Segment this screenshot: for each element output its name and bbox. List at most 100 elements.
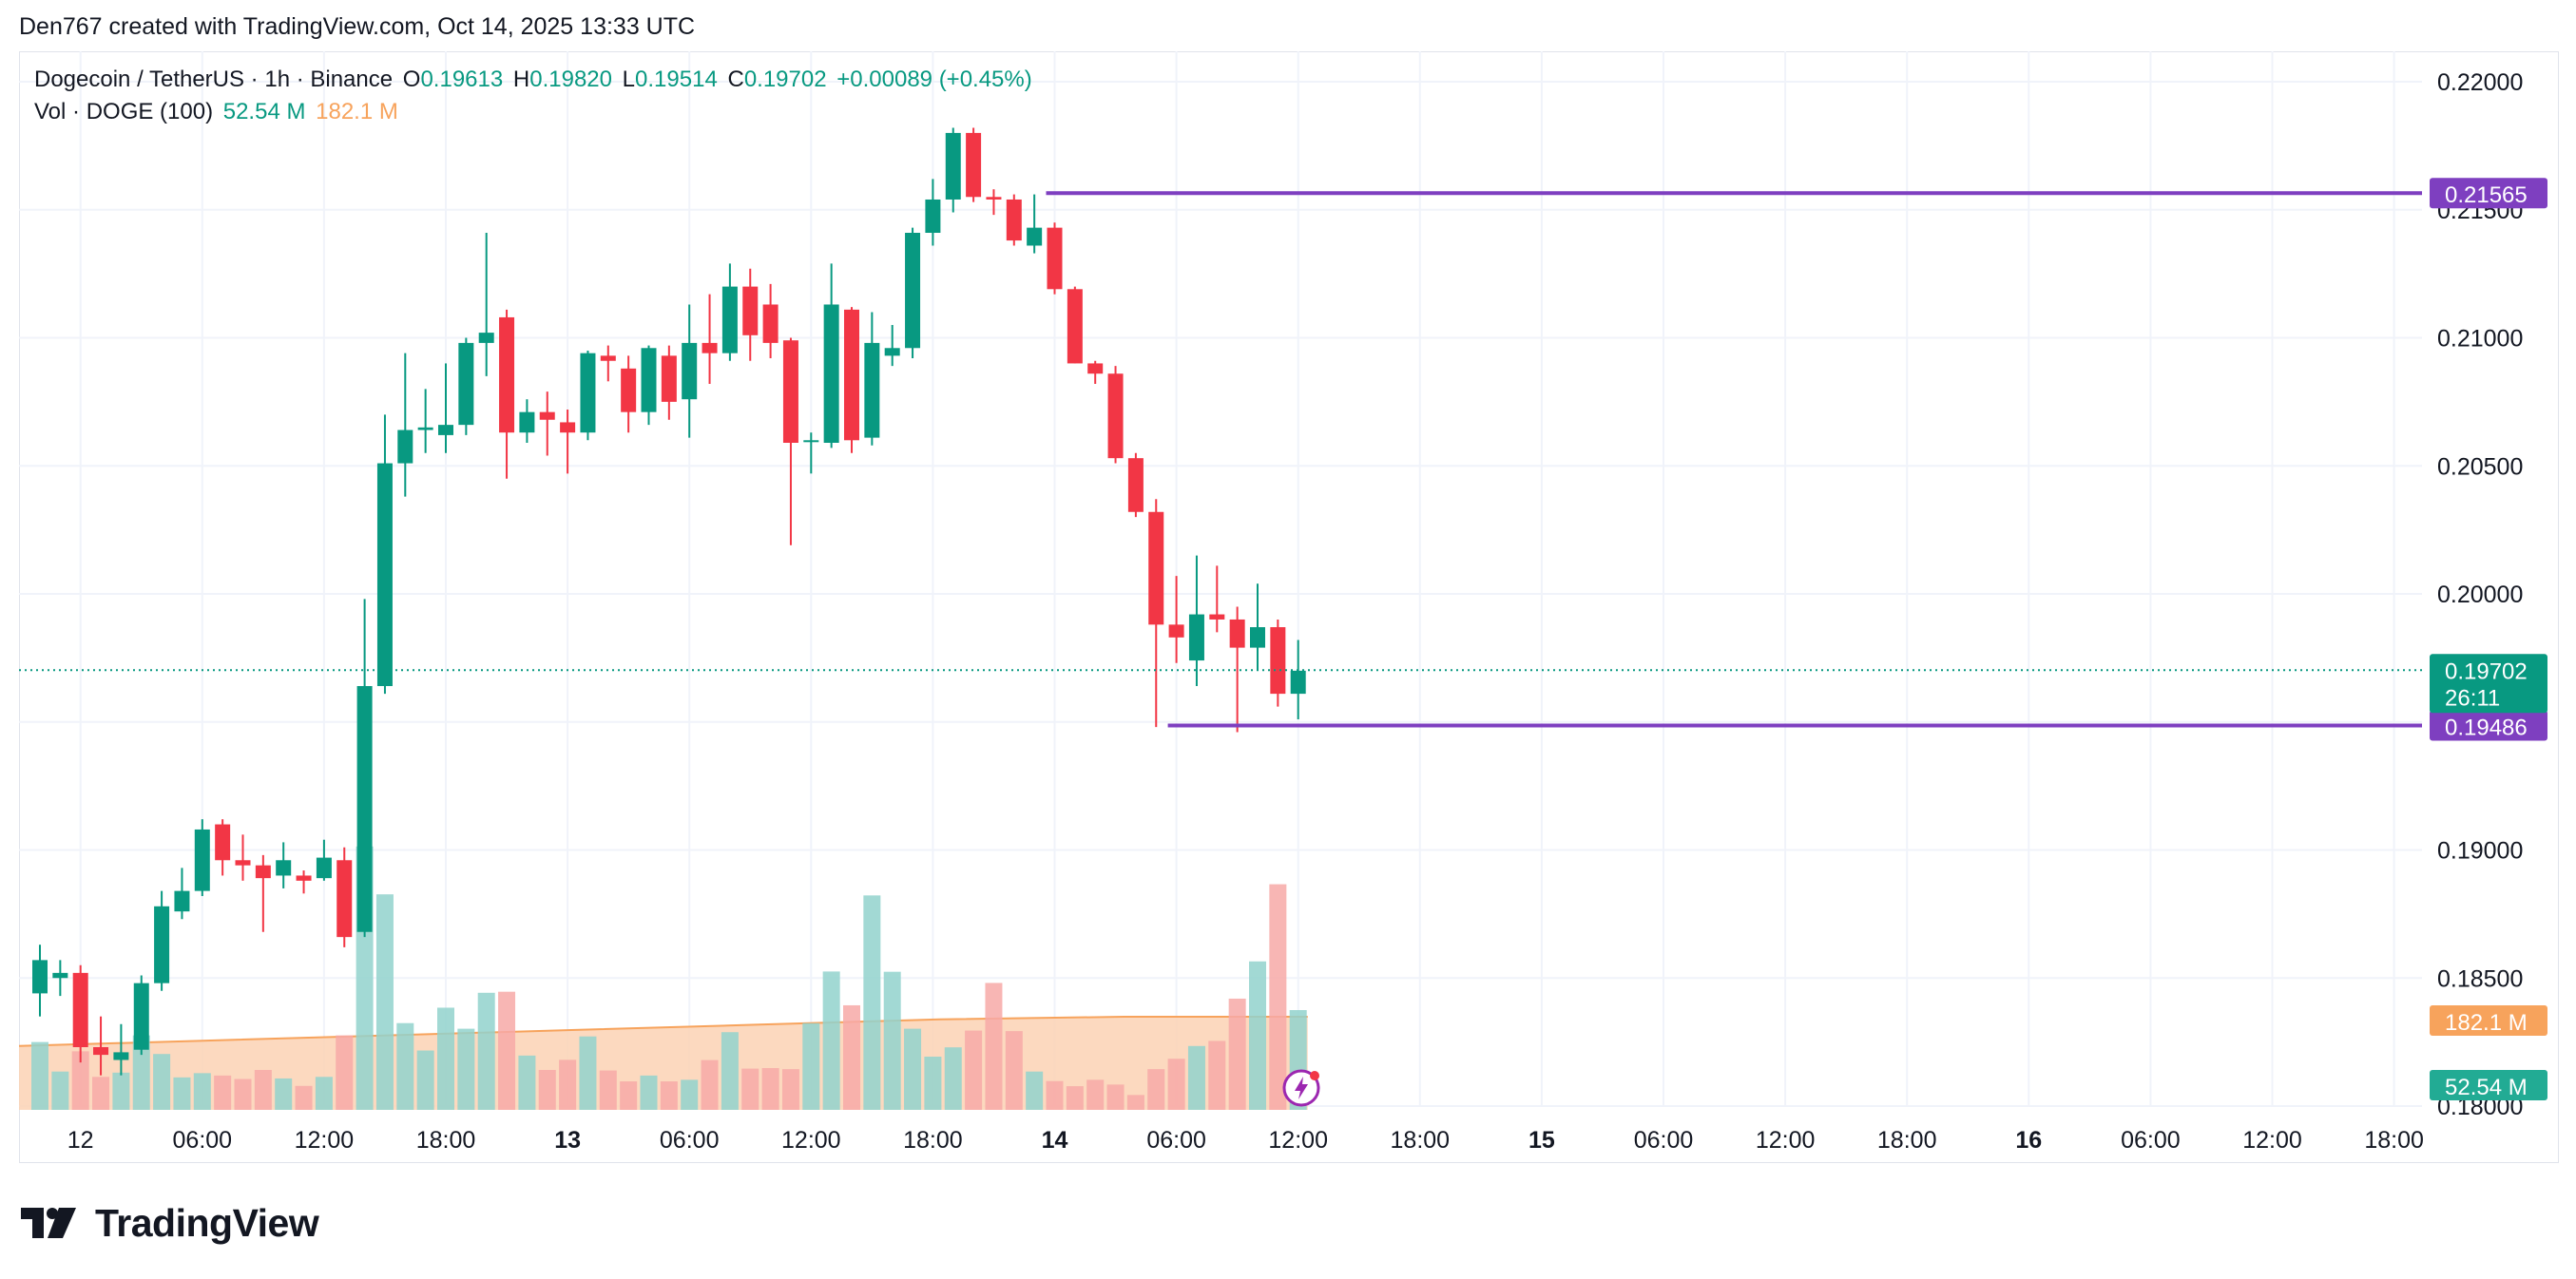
candle[interactable] bbox=[1209, 565, 1225, 633]
candle[interactable] bbox=[742, 268, 759, 361]
line-price-badge: 0.19486 bbox=[2430, 710, 2547, 741]
volume-badge-bg bbox=[2430, 1070, 2547, 1100]
candle[interactable] bbox=[93, 1016, 109, 1076]
volume-bar bbox=[1269, 884, 1287, 1110]
candle[interactable] bbox=[762, 283, 779, 359]
candle[interactable] bbox=[884, 325, 900, 367]
candle[interactable] bbox=[1027, 194, 1043, 254]
candle[interactable] bbox=[580, 350, 596, 441]
candle[interactable] bbox=[1290, 640, 1306, 720]
candle[interactable] bbox=[945, 127, 961, 213]
candle[interactable] bbox=[702, 294, 718, 385]
time-tick-label: 06:00 bbox=[173, 1127, 233, 1154]
candle[interactable] bbox=[174, 868, 190, 920]
chart-frame bbox=[19, 51, 2559, 1163]
volume-bar bbox=[1147, 1069, 1165, 1110]
candle[interactable] bbox=[864, 312, 880, 446]
volume-bar bbox=[1126, 1095, 1144, 1110]
candle[interactable] bbox=[194, 819, 210, 897]
candle[interactable] bbox=[336, 847, 353, 947]
candle[interactable] bbox=[1107, 366, 1124, 464]
candle[interactable] bbox=[276, 842, 292, 888]
candle[interactable] bbox=[133, 975, 149, 1056]
time-tick-label: 15 bbox=[1528, 1127, 1555, 1154]
candle[interactable] bbox=[1047, 222, 1063, 295]
candle[interactable] bbox=[661, 345, 677, 420]
candle-body bbox=[1006, 199, 1022, 241]
lightning-icon[interactable] bbox=[1281, 1068, 1321, 1108]
candle[interactable] bbox=[52, 960, 68, 997]
candle[interactable] bbox=[397, 353, 413, 497]
candle[interactable] bbox=[296, 870, 312, 894]
candle[interactable] bbox=[844, 307, 859, 453]
candle[interactable] bbox=[986, 189, 1002, 216]
candle-body bbox=[742, 286, 759, 335]
time-tick-label: 16 bbox=[2015, 1127, 2042, 1154]
candle[interactable] bbox=[621, 355, 637, 433]
candle[interactable] bbox=[417, 389, 433, 453]
candle[interactable] bbox=[1067, 286, 1083, 364]
volume-bar bbox=[1066, 1086, 1084, 1110]
candle[interactable] bbox=[1168, 576, 1184, 663]
candle-body bbox=[194, 829, 210, 891]
candle[interactable] bbox=[600, 345, 616, 382]
volume-bar bbox=[538, 1070, 556, 1110]
candle[interactable] bbox=[966, 127, 982, 202]
candle[interactable] bbox=[519, 399, 535, 443]
volume-bar bbox=[498, 991, 516, 1110]
candle[interactable] bbox=[1006, 194, 1022, 246]
candle[interactable] bbox=[1148, 499, 1164, 728]
candle[interactable] bbox=[235, 834, 251, 881]
candle[interactable] bbox=[438, 363, 453, 453]
candle[interactable] bbox=[539, 391, 555, 456]
price-tick-label: 0.20500 bbox=[2437, 453, 2523, 480]
candle[interactable] bbox=[682, 304, 698, 438]
time-tick-label: 18:00 bbox=[416, 1127, 476, 1154]
candle[interactable] bbox=[905, 227, 921, 359]
candle[interactable] bbox=[356, 599, 373, 938]
volume-bar bbox=[396, 1022, 414, 1110]
candle[interactable] bbox=[316, 839, 332, 881]
candle[interactable] bbox=[255, 854, 271, 932]
candle[interactable] bbox=[823, 263, 839, 449]
candle[interactable] bbox=[72, 964, 88, 1063]
volume-bar bbox=[1187, 1045, 1205, 1110]
candle[interactable] bbox=[782, 337, 798, 545]
candle[interactable] bbox=[641, 345, 657, 426]
candle[interactable] bbox=[925, 179, 941, 246]
time-tick-label: 12:00 bbox=[2242, 1127, 2302, 1154]
legend-symbol[interactable]: Dogecoin / TetherUS · 1h · Binance bbox=[34, 67, 394, 92]
tradingview-brand: TradingView bbox=[95, 1200, 319, 1245]
candle[interactable] bbox=[1270, 619, 1286, 707]
tradingview-logo[interactable]: TradingView bbox=[21, 1199, 319, 1247]
candle[interactable] bbox=[113, 1023, 129, 1076]
candle[interactable] bbox=[1250, 583, 1265, 671]
candle[interactable] bbox=[560, 409, 576, 474]
candle[interactable] bbox=[1087, 360, 1104, 385]
candle[interactable] bbox=[721, 263, 738, 361]
candle[interactable] bbox=[499, 309, 515, 479]
candle[interactable] bbox=[1188, 555, 1204, 687]
volume-bar bbox=[1026, 1071, 1044, 1110]
candle[interactable] bbox=[1229, 606, 1245, 733]
volume-bar bbox=[802, 1022, 820, 1110]
line-price-badge-bg bbox=[2430, 710, 2547, 741]
candle[interactable] bbox=[1127, 452, 1144, 518]
volume-bar bbox=[741, 1068, 759, 1110]
candle[interactable] bbox=[803, 432, 819, 474]
candle-body bbox=[560, 422, 576, 433]
volume-bar bbox=[1167, 1059, 1185, 1110]
candle[interactable] bbox=[376, 414, 393, 695]
candle-body bbox=[1027, 227, 1043, 246]
candle[interactable] bbox=[458, 337, 474, 435]
last-price-badge-text: 26:11 bbox=[2445, 685, 2500, 711]
price-tick-label: 0.22000 bbox=[2437, 69, 2523, 96]
candle[interactable] bbox=[154, 890, 170, 991]
candle[interactable] bbox=[478, 233, 494, 376]
candle[interactable] bbox=[215, 819, 231, 876]
volume-bar bbox=[781, 1069, 799, 1110]
legend-volume-label[interactable]: Vol · DOGE (100) bbox=[34, 99, 214, 124]
candle[interactable] bbox=[32, 945, 48, 1017]
